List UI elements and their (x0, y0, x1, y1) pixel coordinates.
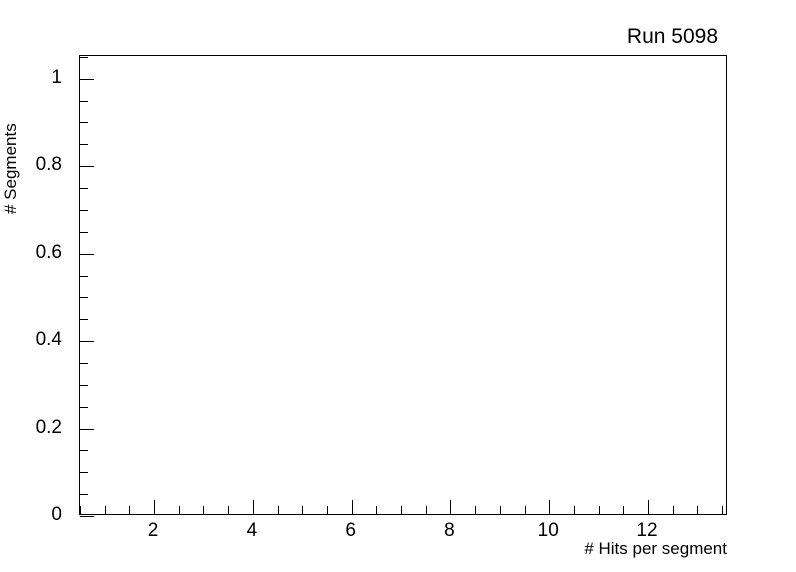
y-tick-label: 0 (51, 504, 62, 525)
y-tick-label: 0.6 (35, 241, 62, 263)
x-tick-minor (500, 506, 501, 514)
y-tick-minor (80, 101, 88, 102)
x-axis-title: # Hits per segment (584, 539, 727, 558)
y-axis-title: # Segments (1, 123, 20, 214)
x-tick-minor (623, 506, 624, 514)
x-tick-minor (105, 506, 106, 514)
y-tick-minor (80, 319, 88, 320)
y-tick-major (80, 341, 94, 342)
x-tick-major (352, 500, 353, 514)
y-tick-minor (80, 57, 88, 58)
x-tick-minor (525, 506, 526, 514)
y-tick-minor (80, 188, 88, 189)
y-tick-minor (80, 494, 88, 495)
x-tick-minor (401, 506, 402, 514)
x-tick-minor (327, 506, 328, 514)
x-tick-minor (426, 506, 427, 514)
x-tick-minor (179, 506, 180, 514)
x-tick-label: 10 (537, 520, 559, 541)
x-tick-minor (722, 506, 723, 514)
y-tick-label: 1 (51, 66, 62, 88)
y-tick-minor (80, 472, 88, 473)
x-tick-minor (129, 506, 130, 514)
plot-interior (80, 56, 726, 514)
y-tick-label: 0.4 (35, 329, 62, 351)
x-tick-minor (376, 506, 377, 514)
y-tick-minor (80, 276, 88, 277)
plot-frame (79, 55, 727, 517)
y-tick-minor (80, 363, 88, 364)
y-tick-major (80, 79, 94, 80)
x-tick-label: 2 (147, 520, 159, 541)
x-tick-minor (203, 506, 204, 514)
x-tick-major (549, 500, 550, 514)
y-tick-label: 0.2 (35, 416, 62, 438)
x-tick-major (450, 500, 451, 514)
x-tick-label: 12 (636, 520, 658, 541)
y-tick-major (80, 166, 94, 167)
x-tick-minor (697, 506, 698, 514)
x-tick-minor (80, 506, 81, 514)
y-tick-minor (80, 450, 88, 451)
y-tick-minor (80, 297, 88, 298)
x-tick-major (648, 500, 649, 514)
x-tick-label: 8 (444, 520, 455, 541)
y-tick-minor (80, 232, 88, 233)
y-tick-major (80, 254, 94, 255)
x-tick-minor (228, 506, 229, 514)
chart-title: Run 5098 (626, 25, 718, 48)
y-tick-minor (80, 210, 88, 211)
x-tick-minor (673, 506, 674, 514)
x-tick-minor (599, 506, 600, 514)
x-tick-minor (475, 506, 476, 514)
x-tick-label: 4 (246, 520, 258, 541)
x-tick-minor (574, 506, 575, 514)
x-tick-major (154, 500, 155, 514)
y-tick-major (80, 429, 94, 430)
y-tick-minor (80, 122, 88, 123)
x-tick-label: 6 (345, 520, 356, 541)
y-tick-minor (80, 385, 88, 386)
x-tick-minor (302, 506, 303, 514)
y-tick-label: 0.8 (35, 154, 62, 176)
x-tick-minor (278, 506, 279, 514)
x-tick-major (253, 500, 254, 514)
y-tick-minor (80, 144, 88, 145)
y-tick-major (80, 516, 94, 517)
y-tick-minor (80, 407, 88, 408)
